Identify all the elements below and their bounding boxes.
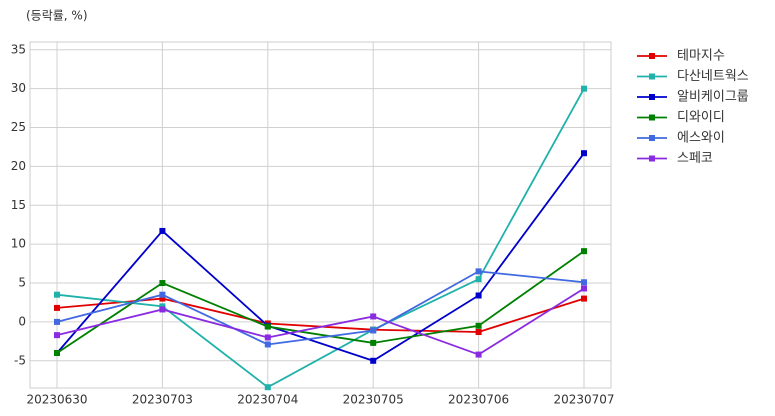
x-tick-label: 20230707 xyxy=(553,393,614,407)
legend-label: 다산네트웍스 xyxy=(677,69,749,84)
point-marker xyxy=(475,351,482,358)
y-tick-label: 10 xyxy=(11,237,26,251)
point-marker xyxy=(370,339,377,346)
point-marker xyxy=(581,248,587,255)
y-tick-label: -5 xyxy=(14,353,26,367)
point-marker xyxy=(475,276,482,283)
y-tick-label: 30 xyxy=(11,81,26,95)
y-tick-label: 15 xyxy=(11,198,26,212)
legend-marker xyxy=(649,114,655,121)
point-marker xyxy=(475,292,482,299)
x-tick-label: 20230703 xyxy=(132,393,193,407)
point-marker xyxy=(159,295,166,302)
point-marker xyxy=(159,303,166,310)
point-marker xyxy=(581,85,587,92)
point-marker xyxy=(581,285,587,292)
series-line xyxy=(56,250,585,354)
legend-label: 에스와이 xyxy=(677,131,725,146)
y-tick-label: 0 xyxy=(18,314,26,328)
point-marker xyxy=(581,295,587,302)
point-marker xyxy=(159,280,166,287)
plot-frame xyxy=(29,41,612,389)
legend-marker xyxy=(649,73,655,80)
series-line xyxy=(56,287,585,356)
chart-subtitle: (등락률, %) xyxy=(26,9,88,23)
legend-marker xyxy=(649,135,655,141)
legend-marker xyxy=(649,155,655,162)
y-tick-label: 35 xyxy=(11,42,26,56)
point-marker xyxy=(54,318,60,325)
y-tick-label: 5 xyxy=(18,276,26,290)
series-line xyxy=(56,152,585,362)
point-marker xyxy=(54,332,60,339)
series-line xyxy=(56,270,585,346)
legend-label: 알비케이그룹 xyxy=(677,90,749,105)
legend-marker xyxy=(649,53,655,59)
point-marker xyxy=(475,268,482,275)
legend-label: 디와이디 xyxy=(677,110,725,125)
point-marker xyxy=(264,384,271,391)
point-marker xyxy=(264,341,271,348)
point-marker xyxy=(264,323,271,330)
x-tick-label: 20230630 xyxy=(26,393,87,407)
point-marker xyxy=(159,227,166,234)
x-tick-label: 20230705 xyxy=(343,393,404,407)
point-marker xyxy=(581,150,587,157)
point-marker xyxy=(54,291,60,298)
legend-label: 스페코 xyxy=(677,151,713,166)
legend-label: 테마지수 xyxy=(677,49,725,64)
x-tick-label: 20230704 xyxy=(237,393,298,407)
legend-marker xyxy=(649,94,655,100)
point-marker xyxy=(264,334,271,341)
y-tick-label: 25 xyxy=(11,120,26,134)
point-marker xyxy=(370,327,377,334)
point-marker xyxy=(475,329,482,336)
series-line xyxy=(56,88,585,389)
y-tick-label: 20 xyxy=(11,159,26,173)
point-marker xyxy=(54,304,60,311)
point-marker xyxy=(370,313,377,320)
point-marker xyxy=(54,350,60,357)
x-tick-label: 20230706 xyxy=(448,393,509,407)
point-marker xyxy=(370,357,377,364)
point-marker xyxy=(159,306,166,313)
point-marker xyxy=(159,291,166,298)
point-marker xyxy=(581,279,587,286)
point-marker xyxy=(475,322,482,329)
